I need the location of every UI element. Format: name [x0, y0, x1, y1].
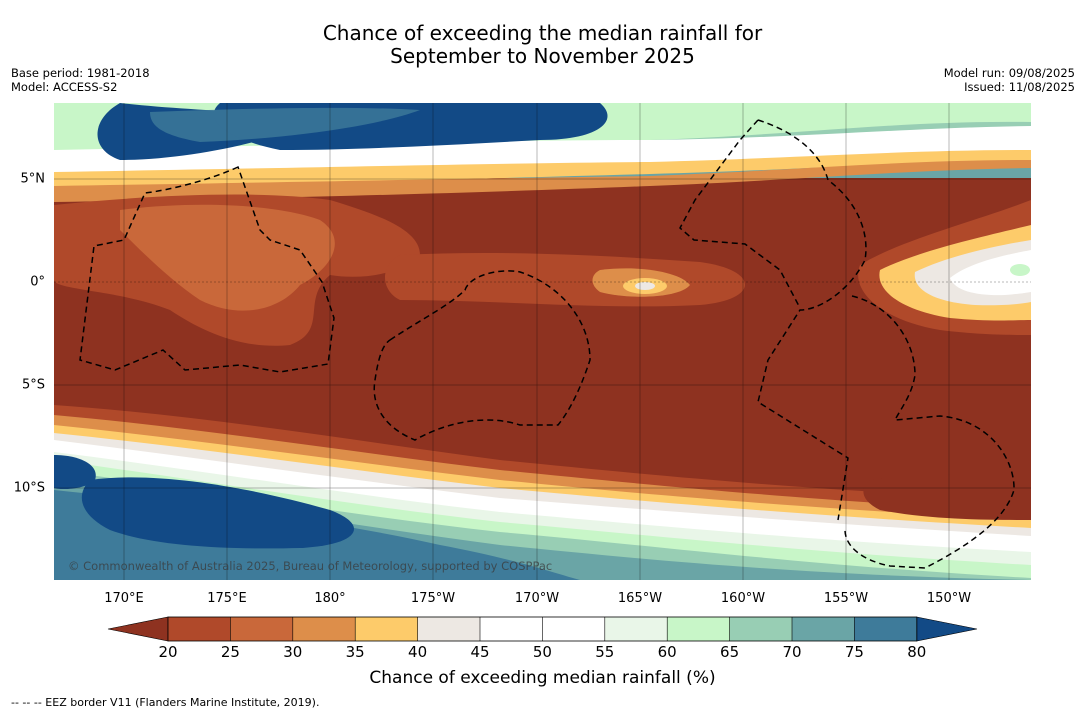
- colorbar-tick: 65: [720, 643, 740, 661]
- copyright-notice: © Commonwealth of Australia 2025, Bureau…: [68, 559, 553, 573]
- lon-tick-165w: 165°W: [617, 591, 663, 606]
- colorbar-tick: 35: [345, 643, 365, 661]
- graticule: [54, 103, 1031, 580]
- lon-tick-170w: 170°W: [514, 591, 560, 606]
- lat-tick-10s: 10°S: [13, 480, 45, 496]
- colorbar-tick: 60: [657, 643, 677, 661]
- eez-legend-note: -- -- -- EEZ border V11 (Flanders Marine…: [11, 696, 320, 709]
- colorbar-tick: 30: [283, 643, 303, 661]
- base-period: Base period: 1981-2018: [11, 66, 150, 80]
- colorbar-low-arrow: [107, 616, 169, 642]
- colorbar-high-arrow: [916, 616, 978, 642]
- lon-tick-150w: 150°W: [926, 591, 972, 606]
- colorbar-tick: 70: [782, 643, 802, 661]
- colorbar-tick: 80: [907, 643, 927, 661]
- lat-tick-5s: 5°S: [21, 377, 45, 393]
- title-line-2: September to November 2025: [390, 44, 695, 68]
- colorbar-tick: 40: [408, 643, 428, 661]
- issued-date: Issued: 11/08/2025: [964, 80, 1075, 94]
- colorbar-tick: 20: [158, 643, 178, 661]
- lat-tick-0: 0°: [30, 274, 45, 290]
- lon-tick-155w: 155°W: [823, 591, 869, 606]
- title-line-1: Chance of exceeding the median rainfall …: [322, 21, 763, 45]
- lon-tick-160w: 160°W: [720, 591, 766, 606]
- model-name: Model: ACCESS-S2: [11, 80, 118, 94]
- lon-tick-180: 180°: [314, 591, 346, 606]
- colorbar-tick: 75: [844, 643, 864, 661]
- lon-tick-175w: 175°W: [410, 591, 456, 606]
- colorbar: [107, 616, 978, 642]
- rainfall-contours: [54, 103, 1031, 580]
- meta-right: Model run: 09/08/2025 Issued: 11/08/2025: [944, 66, 1075, 94]
- meta-left: Base period: 1981-2018 Model: ACCESS-S2: [11, 66, 150, 94]
- lat-tick-5n: 5°N: [20, 171, 46, 187]
- lon-tick-170e: 170°E: [104, 591, 144, 606]
- lon-tick-175e: 175°E: [207, 591, 247, 606]
- colorbar-tick: 50: [532, 643, 552, 661]
- colorbar-tick: 55: [595, 643, 615, 661]
- eez-borders: [79, 119, 1015, 569]
- model-run: Model run: 09/08/2025: [943, 66, 1075, 80]
- colorbar-tick: 25: [220, 643, 240, 661]
- colorbar-label: Chance of exceeding median rainfall (%): [369, 668, 716, 688]
- colorbar-tick: 45: [470, 643, 490, 661]
- map-title: Chance of exceeding the median rainfall …: [0, 22, 1085, 68]
